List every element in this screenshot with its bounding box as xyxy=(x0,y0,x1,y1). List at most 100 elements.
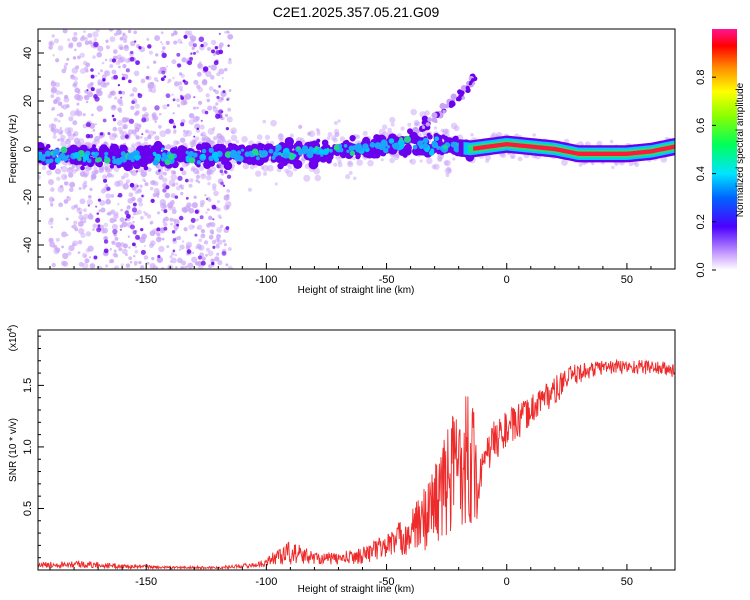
scatter-noise-point xyxy=(181,57,187,63)
scatter-noise-point xyxy=(208,86,214,91)
scatter-noise-point xyxy=(128,79,132,84)
band-halo-point xyxy=(141,169,145,173)
scatter-noise-point xyxy=(143,245,147,248)
branch-point xyxy=(431,112,438,119)
scatter-noise-point xyxy=(67,38,71,42)
scatter-noise-point xyxy=(141,133,144,136)
scatter-noise-point xyxy=(50,81,57,87)
band-halo-point xyxy=(387,127,393,133)
band-point xyxy=(251,159,257,166)
scatter-noise-point xyxy=(226,98,229,101)
spectrogram-plot-area xyxy=(38,29,675,269)
y-tick-label: -40 xyxy=(22,237,34,253)
scatter-noise-point xyxy=(117,192,123,198)
scatter-noise-point xyxy=(215,102,219,106)
band-halo-point xyxy=(332,137,338,143)
scatter-noise-point xyxy=(129,56,135,62)
band-halo-point xyxy=(38,174,41,180)
band-core-point xyxy=(355,143,362,150)
scatter-noise-point xyxy=(214,90,219,95)
scatter-noise-point xyxy=(195,174,201,180)
band-point xyxy=(143,165,149,171)
band-core-point xyxy=(48,158,54,163)
colorbar-tick-label: 0.2 xyxy=(695,214,707,229)
scatter-noise-point xyxy=(225,226,230,230)
scatter-noise-point xyxy=(172,112,175,115)
band-core-point xyxy=(308,146,314,151)
band-core-point xyxy=(251,148,259,155)
scatter-noise-point xyxy=(152,131,157,135)
band-core-point xyxy=(120,151,126,157)
scatter-noise-point xyxy=(95,29,100,33)
branch-point xyxy=(460,85,467,92)
band-point xyxy=(195,143,203,151)
snr-y-multiplier-exponent: 4 xyxy=(7,328,14,332)
band-point xyxy=(427,134,433,140)
scatter-noise-point xyxy=(221,116,225,121)
scatter-noise-point xyxy=(173,129,177,133)
scatter-noise-point xyxy=(165,185,170,190)
band-point xyxy=(416,147,425,156)
snr-x-axis-label: Height of straight line (km) xyxy=(298,584,415,595)
scatter-noise-point xyxy=(121,76,126,81)
x-tick-label: 50 xyxy=(621,576,633,588)
scatter-noise-point xyxy=(85,69,89,73)
scatter-noise-point xyxy=(200,43,204,48)
band-core-point xyxy=(453,145,461,153)
band-core-point xyxy=(306,150,313,157)
band-core-point xyxy=(112,155,116,160)
scatter-noise-point xyxy=(121,90,126,95)
scatter-noise-point xyxy=(135,110,140,115)
scatter-noise-point xyxy=(165,65,169,68)
scatter-noise-point xyxy=(102,78,106,82)
scatter-noise-point xyxy=(117,107,122,112)
scatter-noise-point xyxy=(173,130,177,135)
scatter-noise-point xyxy=(170,193,176,199)
scatter-noise-point xyxy=(200,119,203,122)
scatter-noise-point xyxy=(125,263,131,268)
scatter-noise-point xyxy=(110,194,115,198)
scatter-noise-point xyxy=(180,184,185,189)
band-halo-point xyxy=(433,126,438,130)
band-halo-point xyxy=(120,134,126,140)
scatter-noise-point xyxy=(178,72,183,76)
scatter-noise-point xyxy=(77,251,81,254)
scatter-noise-point xyxy=(194,209,199,214)
branch-point xyxy=(469,80,473,84)
scatter-noise-point xyxy=(137,128,140,131)
band-halo-point xyxy=(68,133,75,141)
scatter-noise-point xyxy=(124,218,128,221)
band-halo-point xyxy=(279,137,284,143)
scatter-noise-point xyxy=(92,228,95,231)
band-core-point xyxy=(434,136,440,142)
band-halo-point xyxy=(355,134,361,139)
scatter-noise-point xyxy=(216,72,221,77)
scatter-noise-point xyxy=(172,122,176,126)
band-halo-point xyxy=(93,166,98,171)
scatter-noise-point xyxy=(227,60,233,65)
band-core-point xyxy=(94,151,99,157)
scatter-noise-point xyxy=(131,207,138,213)
scatter-noise-point xyxy=(139,184,143,188)
scatter-noise-point xyxy=(60,260,67,266)
band-point xyxy=(402,146,412,156)
scatter-noise-point xyxy=(94,123,97,126)
spectrogram-panel: -150 -100 -50 0 50 -40 -20 0 20 40 Height of stra… xyxy=(8,28,676,296)
colorbar-tick-label: 0.6 xyxy=(695,118,707,133)
scatter-noise-point xyxy=(191,256,198,263)
band-halo-point xyxy=(48,123,54,129)
scatter-noise-point xyxy=(74,93,81,101)
scatter-noise-point xyxy=(104,70,109,76)
scatter-noise-point xyxy=(140,136,143,139)
band-halo-point xyxy=(170,173,178,181)
scatter-noise-point xyxy=(216,234,222,239)
scatter-noise-point xyxy=(215,244,220,249)
scatter-noise-point xyxy=(100,207,106,213)
scatter-noise-point xyxy=(215,59,219,63)
scatter-noise-point xyxy=(157,257,162,263)
scatter-noise-point xyxy=(227,107,232,112)
scatter-noise-point xyxy=(82,60,88,66)
scatter-noise-point xyxy=(191,202,198,209)
scatter-noise-point xyxy=(50,94,55,99)
scatter-noise-point xyxy=(223,31,227,34)
